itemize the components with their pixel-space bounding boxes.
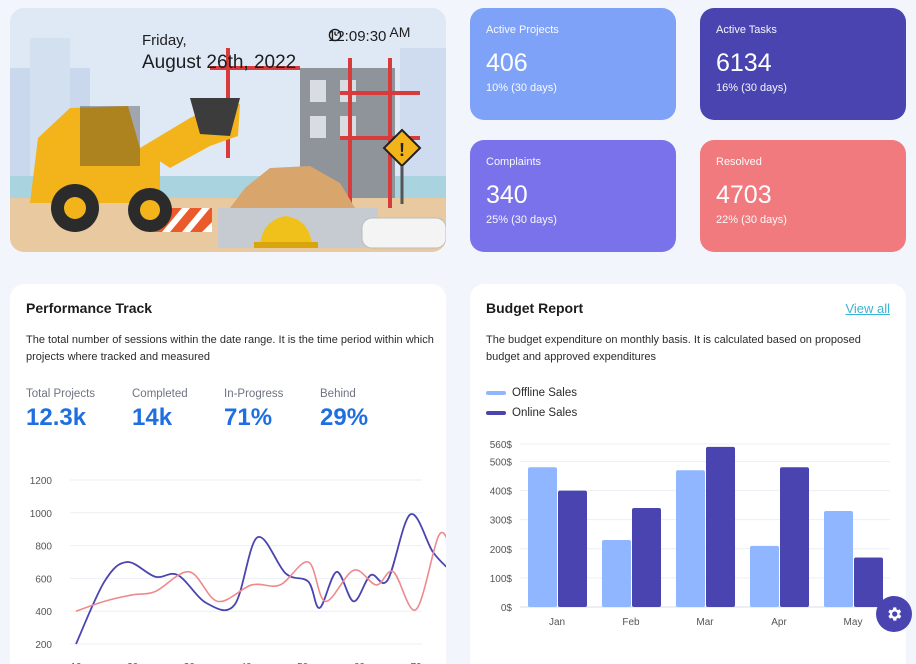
performance-title: Performance Track <box>26 300 153 316</box>
budget-card: Budget Report View all The budget expend… <box>470 284 906 664</box>
budget-title: Budget Report <box>486 300 584 316</box>
stat-card-active-tasks[interactable]: Active Tasks 6134 16% (30 days) <box>700 8 906 120</box>
y-tick-label: 500$ <box>490 457 513 468</box>
stat-label: Complaints <box>486 156 542 168</box>
stat-change: 16% (30 days) <box>716 82 787 94</box>
hero-clock: 12:09:30 AM <box>328 24 410 46</box>
stat-change: 25% (30 days) <box>486 214 557 226</box>
series-line-1 <box>75 513 446 645</box>
bar-jan-online <box>558 490 587 607</box>
x-tick-label: 50 <box>297 662 309 664</box>
x-tick-label: 30 <box>184 662 196 664</box>
y-tick-label: 1000 <box>30 509 53 520</box>
x-tick-label: 60 <box>354 662 366 664</box>
performance-card: Performance Track The total number of se… <box>10 284 446 664</box>
legend-online-sales[interactable]: Online Sales <box>486 407 577 419</box>
bar-apr-online <box>780 467 809 607</box>
hero-ampm: AM <box>389 23 411 40</box>
x-tick-label: 70 <box>410 662 422 664</box>
construction-illustration: ! <box>10 8 446 252</box>
stat-change: 10% (30 days) <box>486 82 557 94</box>
hero-day: Friday, <box>142 32 187 49</box>
metric-in-progress: In-Progress 71% <box>224 388 283 432</box>
hero-time: 12:09:30 <box>328 28 387 45</box>
x-tick-label: 10 <box>70 662 82 664</box>
metric-total-projects: Total Projects 12.3k <box>26 388 95 432</box>
metric-behind: Behind 29% <box>320 388 368 432</box>
metric-value: 29% <box>320 404 369 431</box>
metric-completed: Completed 14k <box>132 388 188 432</box>
bar-feb-online <box>632 508 661 607</box>
bar-feb-offline <box>602 540 631 607</box>
performance-description: The total number of sessions within the … <box>26 334 434 363</box>
stat-card-active-projects[interactable]: Active Projects 406 10% (30 days) <box>470 8 676 120</box>
metric-value: 71% <box>224 404 273 431</box>
hero-date: August 26th, 2022 <box>142 52 297 73</box>
x-tick-label: Feb <box>622 617 640 628</box>
svg-text:!: ! <box>399 140 405 160</box>
budget-description: The budget expenditure on monthly basis.… <box>486 334 861 363</box>
gear-icon <box>888 607 902 621</box>
legend-swatch <box>486 411 506 415</box>
performance-line-chart: 200 400 600 800 1000 1200 10 20 30 40 50 60 70 <box>30 476 446 664</box>
clock-icon <box>328 28 342 42</box>
bar-mar-offline <box>676 470 705 607</box>
y-tick-label: 1200 <box>30 476 53 487</box>
x-tick-label: Jan <box>549 617 565 628</box>
hero-banner: ! Friday, August 26th, 2022 12:09:30 AM <box>10 8 446 252</box>
y-tick-label: 600 <box>35 574 52 585</box>
y-tick-label: 800 <box>35 542 52 553</box>
legend-label: Offline Sales <box>512 387 577 399</box>
bar-may-offline <box>824 510 853 607</box>
metric-label: Total Projects <box>26 388 96 400</box>
legend-offline-sales[interactable]: Offline Sales <box>486 387 577 399</box>
y-tick-label: 0$ <box>501 603 513 614</box>
y-tick-label: 300$ <box>490 516 513 527</box>
settings-button[interactable] <box>876 596 912 632</box>
metric-label: Behind <box>320 388 356 400</box>
stat-change: 22% (30 days) <box>716 214 787 226</box>
x-tick-label: May <box>844 617 863 628</box>
stat-card-resolved[interactable]: Resolved 4703 22% (30 days) <box>700 140 906 252</box>
y-tick-label: 400 <box>35 607 52 618</box>
y-tick-label: 100$ <box>490 574 513 585</box>
stat-value: 4703 <box>716 181 772 209</box>
x-tick-label: Mar <box>696 617 714 628</box>
metric-value: 12.3k <box>26 404 87 431</box>
bar-apr-offline <box>750 545 779 607</box>
stat-label: Active Tasks <box>716 24 777 36</box>
y-tick-label: 200 <box>35 640 52 651</box>
x-tick-label: Apr <box>771 617 787 628</box>
bar-mar-online <box>706 446 735 607</box>
stat-card-complaints[interactable]: Complaints 340 25% (30 days) <box>470 140 676 252</box>
y-tick-label: 400$ <box>490 487 513 498</box>
metric-value: 14k <box>132 404 173 431</box>
metric-label: In-Progress <box>224 388 284 400</box>
metric-label: Completed <box>132 388 188 400</box>
legend-swatch <box>486 391 506 395</box>
series-line-2 <box>75 531 446 612</box>
x-tick-label: 40 <box>240 662 252 664</box>
stat-value: 6134 <box>716 49 772 77</box>
y-tick-label: 200$ <box>490 545 513 556</box>
legend-label: Online Sales <box>512 407 578 419</box>
stat-label: Resolved <box>716 156 762 168</box>
stat-label: Active Projects <box>486 24 559 36</box>
x-tick-label: 20 <box>127 662 139 664</box>
y-tick-label: 560$ <box>490 440 513 451</box>
bar-may-online <box>854 557 883 607</box>
stat-value: 340 <box>486 181 528 209</box>
budget-bar-chart: 560$ 0$ 100$ 200$ 300$ 400$ 500$ Jan Feb Mar Apr Ma… <box>490 440 890 628</box>
view-all-link[interactable]: View all <box>845 301 890 316</box>
bar-jan-offline <box>528 467 557 607</box>
stat-value: 406 <box>486 49 528 77</box>
